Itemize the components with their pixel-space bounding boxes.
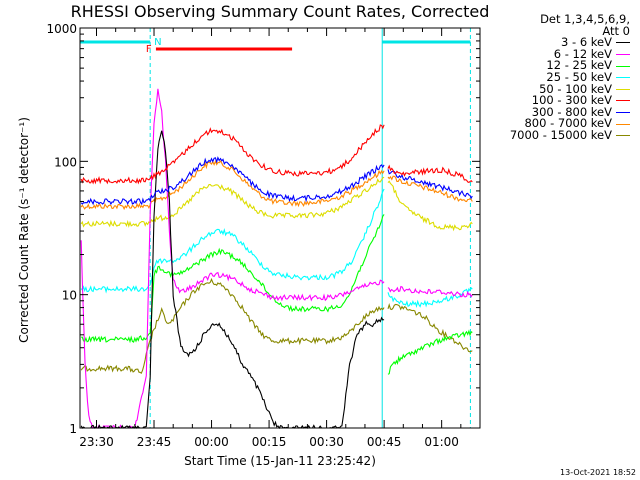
legend-entry-label: 800 - 7000 keV bbox=[524, 116, 612, 131]
chart-title: RHESSI Observing Summary Count Rates, Co… bbox=[70, 2, 490, 21]
legend: Det 1,3,4,5,6,9, Att 0 3 - 6 keV 6 - 12 k… bbox=[478, 12, 630, 142]
series-line-50-100-kev-post-gap bbox=[387, 180, 473, 232]
series-line-3-6-kev bbox=[80, 130, 385, 430]
series-line-300-800-kev-post-gap bbox=[387, 169, 473, 200]
legend-entry-label: 12 - 25 keV bbox=[546, 58, 612, 73]
render-timestamp: 13-Oct-2021 18:52 bbox=[560, 468, 636, 477]
y-tick-label: 1 bbox=[69, 422, 77, 436]
series-line-12-25-kev-post-gap bbox=[387, 329, 473, 375]
legend-swatch bbox=[616, 88, 630, 90]
legend-entries: 3 - 6 keV 6 - 12 keV 12 - 25 keV 25 - 50 ke… bbox=[478, 37, 630, 141]
y-tick-label: 1000 bbox=[46, 22, 77, 36]
legend-entry-label: 3 - 6 keV bbox=[561, 35, 612, 50]
series-line-12-25-kev bbox=[81, 214, 385, 344]
plot-frame bbox=[79, 27, 481, 429]
series-line-7000-15000-kev-post-gap bbox=[387, 303, 473, 353]
legend-entry-label: 7000 - 15000 keV bbox=[509, 127, 612, 142]
x-tick-label: 01:00 bbox=[424, 435, 459, 449]
legend-swatch bbox=[616, 135, 630, 137]
series-line-6-12-kev bbox=[80, 88, 385, 429]
legend-entry: 25 - 50 keV bbox=[478, 69, 630, 84]
legend-entry-label: 300 - 800 keV bbox=[531, 104, 612, 119]
series-lines bbox=[80, 88, 473, 430]
legend-swatch bbox=[616, 100, 630, 102]
legend-entry: 3 - 6 keV bbox=[478, 37, 630, 49]
legend-swatch bbox=[616, 42, 630, 44]
legend-header-line-1: Det 1,3,4,5,6,9, bbox=[540, 12, 630, 26]
series-line-100-300-kev bbox=[80, 124, 385, 185]
x-tick-label: 00:45 bbox=[367, 435, 402, 449]
legend-swatch bbox=[616, 65, 630, 67]
legend-swatch bbox=[616, 77, 630, 79]
legend-entry-label: 100 - 300 keV bbox=[531, 93, 612, 108]
legend-entry: 100 - 300 keV bbox=[478, 95, 630, 107]
legend-entry: 300 - 800 keV bbox=[478, 104, 630, 119]
x-tick-label: 00:15 bbox=[252, 435, 287, 449]
legend-entry: 6 - 12 keV bbox=[478, 46, 630, 61]
series-line-6-12-kev-post-gap bbox=[387, 285, 473, 298]
legend-entry-label: 25 - 50 keV bbox=[546, 69, 612, 84]
series-line-800-7000-kev bbox=[80, 159, 385, 211]
legend-entry: 50 - 100 keV bbox=[478, 81, 630, 96]
x-axis-label: Start Time (15-Jan-11 23:25:42) bbox=[184, 454, 376, 468]
flare-label: F bbox=[146, 44, 152, 55]
legend-entry: 800 - 7000 keV bbox=[478, 118, 630, 130]
series-line-100-300-kev-post-gap bbox=[387, 164, 473, 184]
series-line-25-50-kev-post-gap bbox=[387, 287, 473, 308]
series-line-300-800-kev bbox=[80, 156, 385, 206]
x-tick-label: 00:00 bbox=[194, 435, 229, 449]
x-tick-label: 00:30 bbox=[309, 435, 344, 449]
legend-swatch bbox=[616, 54, 630, 56]
legend-swatch bbox=[616, 123, 630, 125]
x-tick-label: 23:45 bbox=[137, 435, 172, 449]
y-tick-label: 10 bbox=[62, 289, 77, 303]
night-label: N bbox=[154, 37, 161, 48]
legend-entry: 12 - 25 keV bbox=[478, 60, 630, 72]
legend-entry: 7000 - 15000 keV bbox=[478, 127, 630, 142]
axes bbox=[79, 27, 481, 429]
series-line-800-7000-kev-post-gap bbox=[387, 175, 473, 203]
legend-swatch bbox=[616, 112, 630, 114]
series-line-25-50-kev bbox=[80, 188, 385, 294]
legend-entry-label: 50 - 100 keV bbox=[539, 81, 612, 96]
legend-entry-label: 6 - 12 keV bbox=[553, 46, 612, 61]
y-tick-label: 100 bbox=[54, 155, 77, 169]
night-markers: N bbox=[80, 28, 471, 428]
series-line-50-100-kev bbox=[80, 176, 385, 228]
flare-markers: F bbox=[146, 44, 293, 55]
series-line-7000-15000-kev bbox=[80, 277, 385, 375]
legend-header-line-2: Att 0 bbox=[602, 23, 630, 38]
x-tick-label: 23:30 bbox=[79, 435, 114, 449]
y-axis-label: Corrected Count Rate (s⁻¹ detector⁻¹) bbox=[17, 117, 31, 343]
axis-ticks: 1 10 100 1000 23:30 23:45 00:00 00:15 00:30 00:45… bbox=[46, 22, 480, 449]
